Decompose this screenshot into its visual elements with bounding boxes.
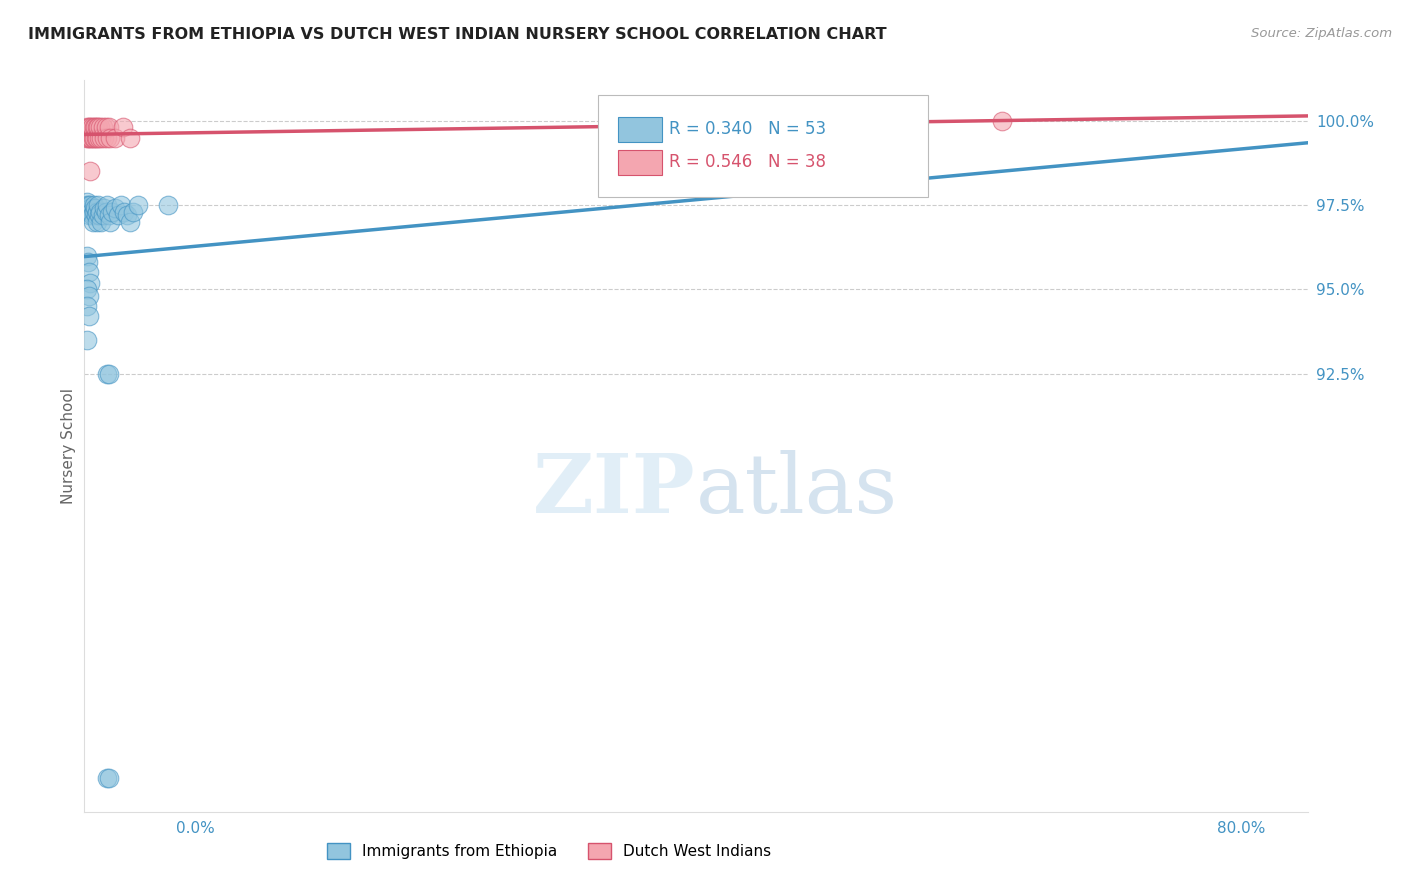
Point: [104, 202, 127, 216]
Point: [87, 130, 110, 145]
Point: [84, 120, 107, 135]
Point: [96, 367, 118, 381]
Point: [97, 771, 120, 785]
Point: [77, 208, 100, 222]
Point: [97, 367, 120, 381]
Point: [86, 130, 108, 145]
Point: [79, 130, 101, 145]
Text: ZIP: ZIP: [533, 450, 696, 530]
Point: [104, 130, 127, 145]
FancyBboxPatch shape: [598, 95, 928, 197]
Y-axis label: Nursery School: Nursery School: [60, 388, 76, 504]
Point: [96, 130, 118, 145]
Point: [79, 276, 101, 290]
Point: [98, 215, 121, 229]
Point: [80, 204, 103, 219]
Point: [83, 198, 105, 212]
Point: [112, 204, 135, 219]
Point: [96, 198, 118, 212]
Point: [79, 164, 101, 178]
Point: [84, 202, 107, 216]
FancyBboxPatch shape: [617, 150, 662, 175]
Point: [76, 198, 98, 212]
Point: [97, 120, 120, 135]
Point: [76, 194, 98, 209]
Point: [82, 215, 104, 229]
Point: [83, 120, 105, 135]
Point: [86, 215, 108, 229]
Point: [87, 208, 110, 222]
Point: [86, 120, 108, 135]
Point: [76, 248, 98, 262]
Legend: Immigrants from Ethiopia, Dutch West Indians: Immigrants from Ethiopia, Dutch West Ind…: [328, 843, 772, 859]
Point: [90, 215, 112, 229]
Point: [89, 120, 111, 135]
Point: [77, 310, 100, 324]
Text: 0.0%: 0.0%: [176, 821, 215, 836]
FancyBboxPatch shape: [617, 117, 662, 142]
Point: [127, 198, 149, 212]
Point: [76, 130, 98, 145]
Point: [79, 202, 101, 216]
Point: [87, 120, 110, 135]
Point: [76, 333, 98, 347]
Point: [115, 208, 138, 222]
Point: [77, 265, 100, 279]
Point: [94, 204, 117, 219]
Point: [87, 198, 110, 212]
Point: [107, 208, 129, 222]
Point: [84, 130, 107, 145]
Point: [76, 202, 98, 216]
Point: [97, 208, 120, 222]
Point: [77, 120, 100, 135]
Point: [83, 204, 105, 219]
Point: [93, 130, 115, 145]
Point: [89, 204, 111, 219]
Text: atlas: atlas: [696, 450, 898, 530]
Point: [76, 120, 98, 135]
Point: [76, 204, 98, 219]
Point: [91, 120, 114, 135]
Point: [77, 130, 100, 145]
Point: [82, 130, 104, 145]
Point: [91, 208, 114, 222]
Point: [77, 289, 100, 303]
Point: [157, 198, 180, 212]
Point: [80, 130, 103, 145]
Point: [94, 120, 117, 135]
Point: [79, 120, 101, 135]
Point: [90, 130, 112, 145]
Point: [110, 198, 132, 212]
Text: IMMIGRANTS FROM ETHIOPIA VS DUTCH WEST INDIAN NURSERY SCHOOL CORRELATION CHART: IMMIGRANTS FROM ETHIOPIA VS DUTCH WEST I…: [28, 27, 887, 42]
Point: [98, 130, 121, 145]
Point: [86, 204, 108, 219]
Point: [80, 120, 103, 135]
Point: [84, 208, 107, 222]
Point: [96, 771, 118, 785]
Point: [101, 204, 124, 219]
Point: [83, 130, 105, 145]
Point: [80, 208, 103, 222]
Point: [76, 299, 98, 313]
Point: [122, 204, 145, 219]
Point: [111, 120, 134, 135]
Point: [120, 215, 142, 229]
Point: [93, 202, 115, 216]
Text: R = 0.340   N = 53: R = 0.340 N = 53: [669, 120, 827, 138]
Point: [991, 113, 1014, 128]
Text: R = 0.546   N = 38: R = 0.546 N = 38: [669, 153, 827, 171]
Point: [79, 198, 101, 212]
Point: [77, 198, 100, 212]
Text: Source: ZipAtlas.com: Source: ZipAtlas.com: [1251, 27, 1392, 40]
Text: 80.0%: 80.0%: [1218, 821, 1265, 836]
Point: [77, 255, 100, 269]
Point: [76, 282, 98, 296]
Point: [120, 130, 142, 145]
